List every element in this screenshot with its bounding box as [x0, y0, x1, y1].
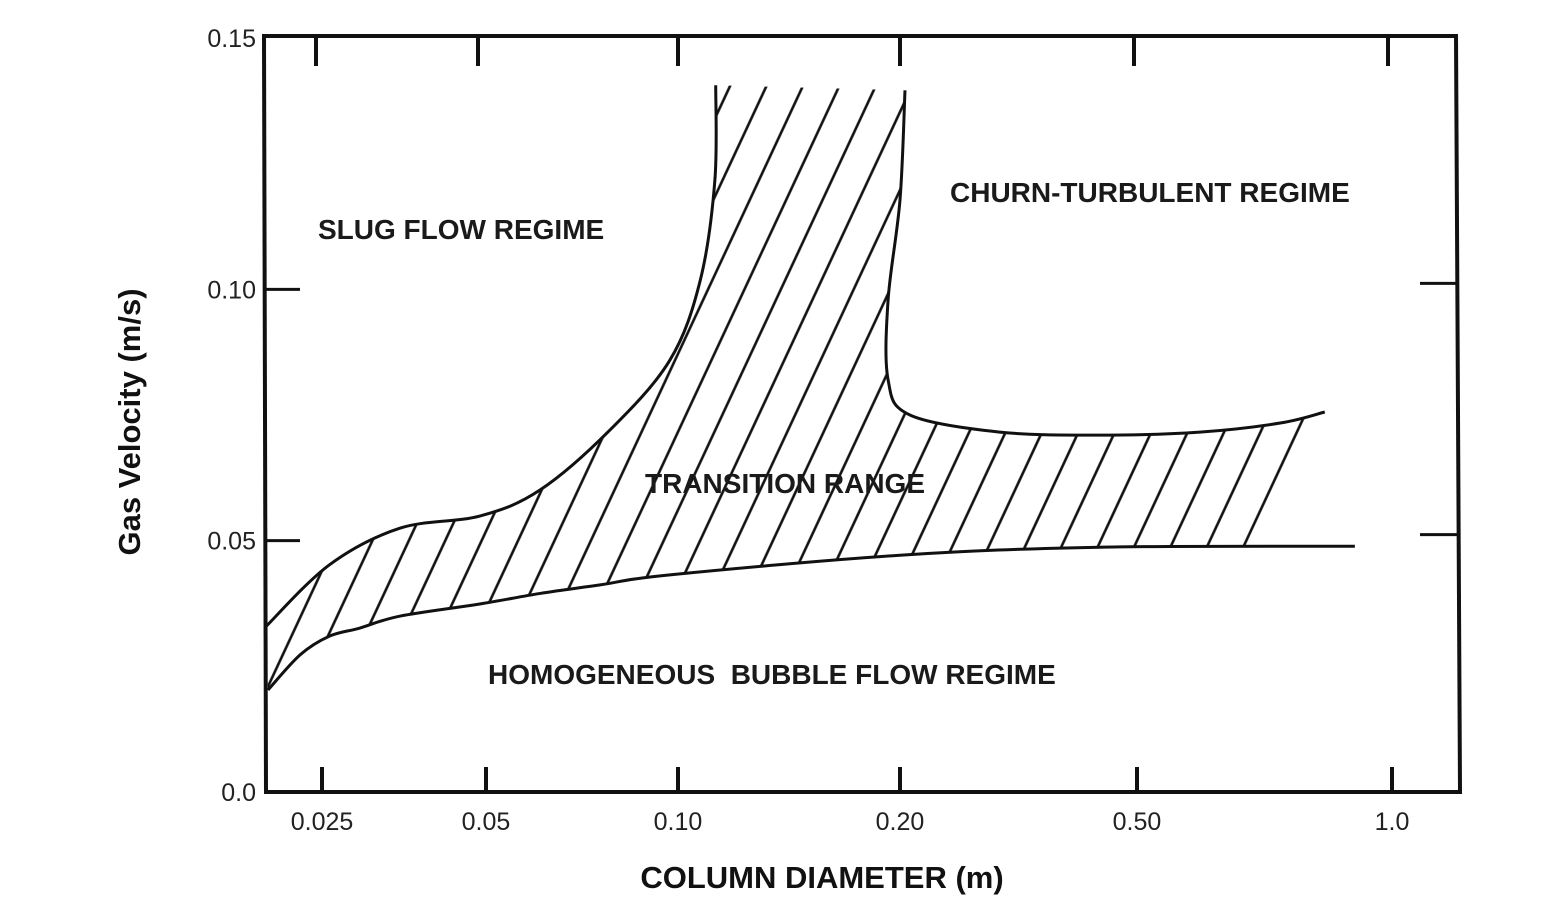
x-tick-label: 0.50: [1113, 808, 1162, 836]
y-tick-label: 0.05: [207, 528, 256, 556]
y-axis-title: Gas Velocity (m/s): [112, 288, 147, 555]
curve-churn-transition-boundary: [884, 90, 1326, 437]
transition-hatch-region: [264, 85, 1325, 690]
x-tick-label: 1.0: [1375, 808, 1410, 836]
curve-slug-transition-boundary: [263, 85, 718, 630]
y-tick-label: 0.15: [207, 25, 256, 53]
x-tick-label: 0.05: [462, 808, 511, 836]
plot-frame: [262, 33, 1462, 795]
x-tick-label: 0.10: [654, 808, 703, 836]
right-border: [1454, 33, 1462, 793]
x-tick-label: 0.025: [291, 808, 354, 836]
annotation-bubble-flow: HOMOGENEOUS BUBBLE FLOW REGIME: [488, 659, 1056, 690]
x-axis-title: COLUMN DIAMETER (m): [640, 860, 1003, 895]
annotation-slug-flow: SLUG FLOW REGIME: [318, 214, 604, 245]
x-tick-label: 0.20: [876, 808, 925, 836]
y-tick-label: 0.10: [207, 276, 256, 304]
y-axis-line: [262, 35, 268, 795]
annotation-churn-turbulent: CHURN-TURBULENT REGIME: [950, 177, 1350, 208]
annotation-transition-range: TRANSITION RANGE: [645, 468, 925, 499]
y-tick-label: 0.0: [221, 779, 256, 807]
curve-bubble-transition-boundary: [266, 544, 1355, 691]
